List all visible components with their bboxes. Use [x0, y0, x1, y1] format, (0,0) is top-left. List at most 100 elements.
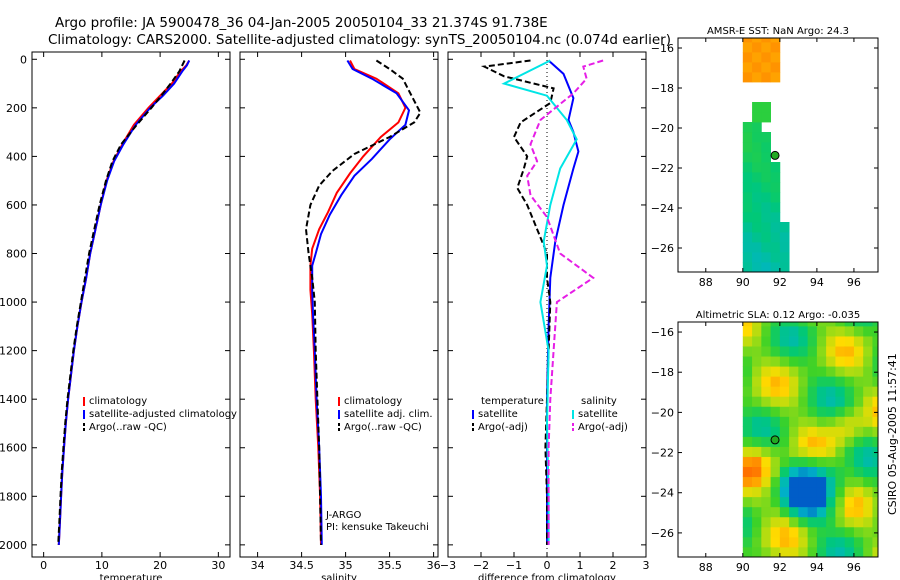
- sla-cell: [863, 536, 873, 548]
- sla-cell: [835, 366, 846, 377]
- diff-legend-sal-argo: Argo(-adj): [578, 422, 628, 433]
- difference-xtick-label: −3: [440, 559, 456, 572]
- sla-xtick-label: 92: [773, 561, 787, 574]
- sla-cell: [853, 366, 864, 377]
- sla-cell: [835, 406, 846, 417]
- sla-cell: [872, 536, 879, 548]
- sla-cell: [863, 496, 873, 508]
- sst-argo-marker: [770, 150, 780, 160]
- sla-ytick-label: −26: [651, 527, 674, 540]
- sst-cell: [752, 52, 762, 63]
- sst-cell: [752, 62, 762, 73]
- sla-cell: [853, 506, 864, 518]
- sst-cell: [752, 152, 762, 163]
- sla-cell: [761, 516, 771, 528]
- sla-cell: [853, 336, 864, 347]
- sla-cell: [844, 356, 855, 367]
- salinity-xtick-label: 35.5: [377, 559, 402, 572]
- sst-cell: [742, 262, 753, 273]
- sla-cell: [752, 516, 762, 528]
- sla-cell: [853, 436, 864, 447]
- sla-cell: [844, 376, 855, 387]
- sla-cell: [761, 476, 771, 488]
- sla-cell: [752, 546, 762, 558]
- sla-cell: [789, 336, 799, 347]
- sst-cell: [742, 142, 753, 153]
- sla-cell: [863, 376, 873, 387]
- sla-cell: [863, 456, 873, 468]
- temperature-series-0: [57, 59, 191, 545]
- diff-legend-sal-sat: satellite: [578, 409, 618, 420]
- temperature-series-2: [57, 60, 186, 545]
- pi-label: PI: kensuke Takeuchi: [326, 522, 429, 533]
- sla-cell: [742, 486, 753, 498]
- sla-cell: [742, 446, 753, 457]
- sst-cell: [752, 38, 762, 43]
- salinity-series-0: [309, 60, 407, 545]
- sst-cell: [742, 202, 753, 213]
- sla-cell: [761, 416, 771, 427]
- sla-cell: [742, 406, 753, 417]
- depth-tick-label: 1200: [0, 345, 27, 358]
- sla-cell: [835, 446, 846, 457]
- temperature-xlabel: temperature: [100, 573, 163, 580]
- sla-cell: [761, 506, 771, 518]
- sla-cell: [761, 376, 771, 387]
- sla-cell: [779, 436, 790, 447]
- sst-cell: [742, 242, 753, 253]
- sla-cell: [789, 446, 799, 457]
- sla-ytick-label: −24: [651, 487, 674, 500]
- sst-cell: [761, 232, 771, 243]
- sst-cell: [742, 152, 753, 163]
- sla-cell: [798, 516, 809, 528]
- sst-cell: [752, 132, 762, 143]
- sla-xtick-label: 88: [699, 561, 713, 574]
- sla-cell: [872, 326, 879, 337]
- sst-cell: [770, 202, 781, 213]
- sla-argo-marker: [770, 435, 780, 445]
- sla-cell: [752, 326, 762, 337]
- depth-tick-label: 1400: [0, 393, 27, 406]
- sla-ytick-label: −16: [651, 326, 674, 339]
- sla-cell: [807, 476, 818, 488]
- sla-cell: [742, 456, 753, 468]
- sst-cell: [742, 212, 753, 223]
- sla-cell: [835, 516, 846, 528]
- sla-cell: [835, 356, 846, 367]
- sla-cell: [752, 496, 762, 508]
- sst-cell: [761, 212, 771, 223]
- sla-cell: [761, 326, 771, 337]
- sla-cell: [826, 326, 836, 337]
- sla-cell: [770, 506, 781, 518]
- sla-cell: [761, 456, 771, 468]
- sst-ytick-label: −24: [651, 202, 674, 215]
- sla-cell: [844, 476, 855, 488]
- sst-cell: [770, 262, 781, 273]
- sla-cell: [761, 486, 771, 498]
- sla-cell: [844, 326, 855, 337]
- sst-cell: [770, 162, 781, 173]
- sla-cell: [826, 386, 836, 397]
- sla-cell: [770, 476, 781, 488]
- sla-cell: [816, 466, 827, 478]
- sla-cell: [770, 416, 781, 427]
- sla-cell: [807, 326, 818, 337]
- sla-cell: [798, 486, 809, 498]
- sla-cell: [798, 376, 809, 387]
- sla-cell: [798, 506, 809, 518]
- sla-cell: [798, 396, 809, 407]
- sst-cell: [761, 142, 771, 153]
- sla-cell: [752, 456, 762, 468]
- sla-cell: [807, 426, 818, 437]
- sla-cell: [770, 546, 781, 558]
- sla-cell: [844, 346, 855, 357]
- sla-cell: [779, 516, 790, 528]
- temperature-xtick-label: 20: [153, 559, 167, 572]
- sst-cell: [761, 242, 771, 253]
- sla-cell: [798, 326, 809, 337]
- sla-cell: [761, 366, 771, 377]
- sla-cell: [816, 336, 827, 347]
- sla-cell: [752, 536, 762, 548]
- sla-cell: [853, 346, 864, 357]
- sla-cell: [789, 396, 799, 407]
